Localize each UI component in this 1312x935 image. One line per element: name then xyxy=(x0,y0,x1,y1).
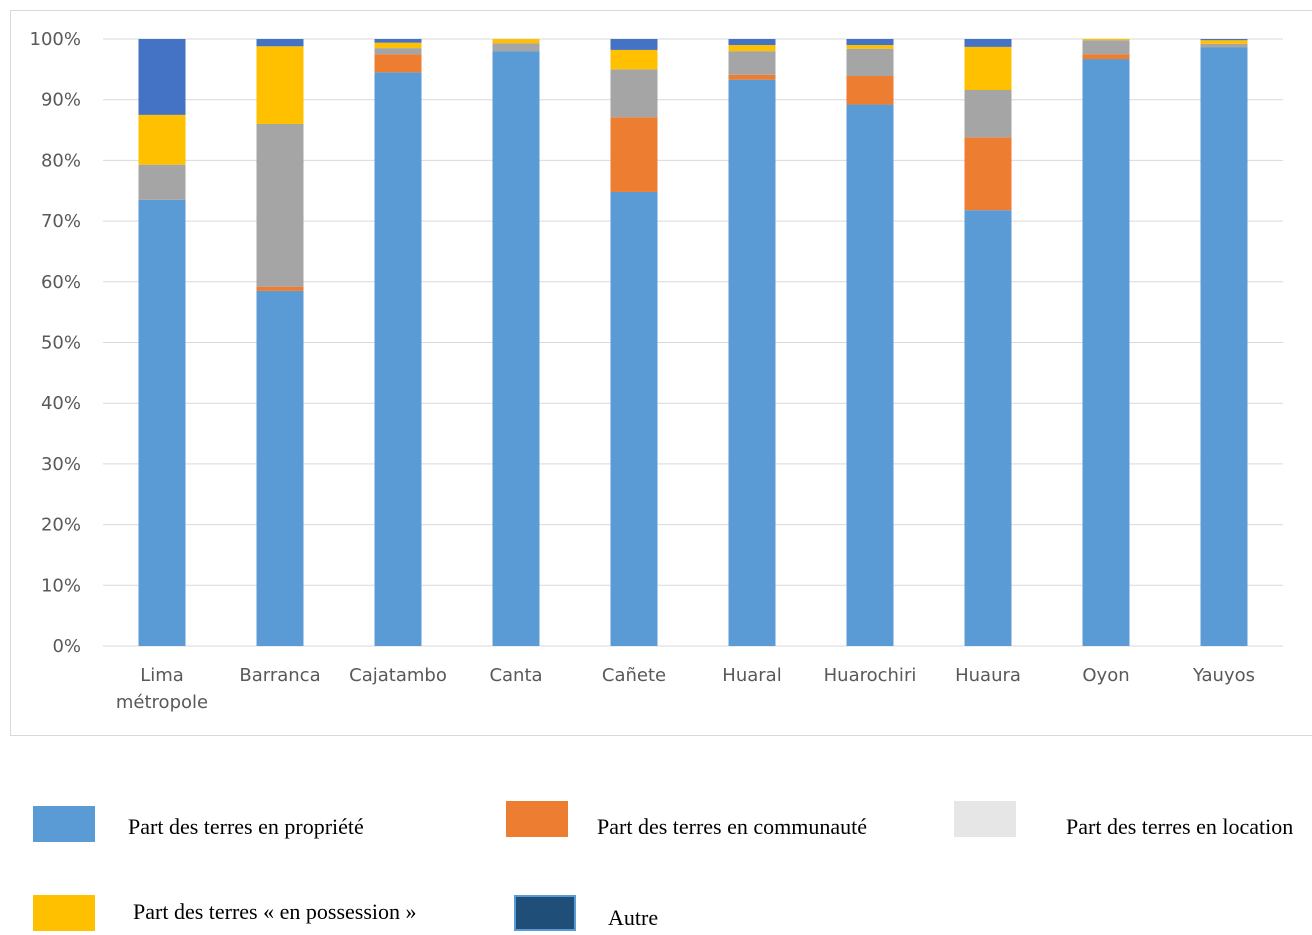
bar-segment xyxy=(610,49,658,70)
y-tick-label: 60% xyxy=(41,272,81,293)
bar-segment xyxy=(964,137,1012,211)
bar-segment xyxy=(492,51,540,646)
bar-segment xyxy=(374,39,422,43)
bar-segment xyxy=(1082,39,1130,41)
bar-segment xyxy=(138,39,186,115)
bar-segment xyxy=(610,117,658,192)
bar-segment xyxy=(492,39,540,44)
bar-segment xyxy=(1082,59,1130,646)
y-tick-label: 0% xyxy=(52,636,81,657)
bar-segment xyxy=(964,210,1012,646)
bar-segment xyxy=(374,48,422,55)
bar-segment xyxy=(1082,54,1130,60)
bar-segment xyxy=(964,89,1012,138)
bar-segment xyxy=(846,76,894,105)
legend-label-location: Part des terres en location xyxy=(1066,814,1294,839)
bar-segment xyxy=(138,199,186,647)
x-category-label: Huarochiri xyxy=(824,665,917,686)
x-category-label: Barranca xyxy=(239,665,320,686)
y-tick-label: 70% xyxy=(41,211,81,232)
bar-segment xyxy=(374,54,422,73)
bar-segment xyxy=(728,74,776,80)
y-tick-label: 50% xyxy=(41,333,81,354)
bar-segment xyxy=(728,39,776,46)
y-tick-label: 10% xyxy=(41,575,81,596)
bar-segment xyxy=(728,79,776,646)
bar-segment xyxy=(492,43,540,52)
bar-segment xyxy=(138,164,186,200)
bar-segment xyxy=(1200,43,1248,48)
chart-area: 0% 10% 20% 30% 40% 50% 60% 70% 80% 90% 100% Lima mé… xyxy=(10,10,1312,736)
x-category-label: Lima métropole xyxy=(116,665,208,713)
bar-segment xyxy=(1200,39,1248,41)
bar-segment xyxy=(964,46,1012,90)
legend-label-possession: Part des terres « en possession » xyxy=(133,899,417,924)
bar-segment xyxy=(1200,47,1248,647)
legend-swatch-location xyxy=(954,801,1016,837)
legend-label-communaute: Part des terres en communauté xyxy=(597,814,868,839)
bar-segment xyxy=(846,39,894,46)
legend-swatch-autre xyxy=(514,895,576,931)
legend-swatch-communaute xyxy=(506,801,568,837)
x-axis-labels: Lima métropole Barranca Cajatambo Canta Cañet… xyxy=(116,665,1255,713)
bar-segment xyxy=(256,39,304,47)
x-category-label: Canta xyxy=(489,665,542,686)
x-category-label: Cajatambo xyxy=(349,665,447,686)
bar-segment xyxy=(610,39,658,50)
bar-segment xyxy=(846,104,894,646)
y-tick-label: 100% xyxy=(30,29,81,50)
bar-segment xyxy=(728,51,776,75)
bar-segment xyxy=(374,42,422,49)
x-category-label: Cañete xyxy=(602,665,666,686)
bar-segment xyxy=(1082,40,1130,55)
legend-swatch-propriete xyxy=(33,806,95,842)
x-category-label: Oyon xyxy=(1082,665,1129,686)
x-category-label: Yauyos xyxy=(1192,665,1255,686)
legend-item-location: Part des terres en location xyxy=(954,801,1312,841)
bar-segment xyxy=(256,46,304,124)
bar-segment xyxy=(1200,40,1248,44)
bar-segment xyxy=(610,69,658,118)
bar-segment xyxy=(728,45,776,52)
bar-segment xyxy=(256,286,304,291)
bar-segment xyxy=(846,48,894,77)
y-axis-ticks: 0% 10% 20% 30% 40% 50% 60% 70% 80% 90% 100% xyxy=(30,29,81,657)
bar-segment xyxy=(846,45,894,49)
y-tick-label: 40% xyxy=(41,393,81,414)
bar-segment xyxy=(964,39,1012,47)
bar-segment xyxy=(374,72,422,646)
legend-label-propriete: Part des terres en propriété xyxy=(128,814,364,839)
legend-swatch-possession xyxy=(33,895,95,931)
stacked-bar-chart: 0% 10% 20% 30% 40% 50% 60% 70% 80% 90% 100% Lima mé… xyxy=(30,29,1283,713)
y-tick-label: 20% xyxy=(41,515,81,536)
x-category-label: Huaura xyxy=(955,665,1021,686)
y-tick-label: 30% xyxy=(41,454,81,475)
y-tick-label: 90% xyxy=(41,90,81,111)
bar-segment xyxy=(256,123,304,287)
y-tick-label: 80% xyxy=(41,150,81,171)
bars xyxy=(138,39,1248,647)
bar-segment xyxy=(256,290,304,646)
bar-segment xyxy=(610,191,658,647)
bar-segment xyxy=(138,114,186,165)
x-category-label: Huaral xyxy=(722,665,781,686)
legend-label-autre: Autre xyxy=(608,905,659,930)
